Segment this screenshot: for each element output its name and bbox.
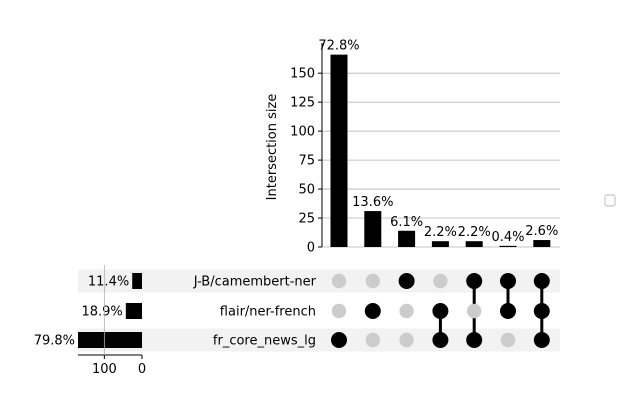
membership-dot-inactive — [365, 332, 380, 348]
membership-dot-active — [500, 303, 516, 319]
y-tick-label: 125 — [290, 96, 315, 111]
set-size-bar — [132, 273, 142, 289]
intersection-pct-label: 13.6% — [352, 195, 393, 210]
membership-dot-inactive — [500, 332, 516, 348]
intersection-bar — [499, 245, 517, 247]
set-size-bar — [125, 303, 142, 319]
intersection-bar — [465, 241, 483, 247]
intersection-bar — [330, 54, 348, 247]
matrix-row-shade — [78, 328, 560, 352]
membership-matrix — [331, 273, 550, 348]
membership-dot-inactive — [467, 303, 482, 319]
set-labels: J-B/camembert-ner flair/ner-french fr_core… — [193, 275, 317, 349]
membership-dot-inactive — [399, 332, 414, 348]
membership-dot-active — [533, 332, 550, 348]
membership-dot-inactive — [399, 303, 414, 319]
membership-dot-active — [398, 273, 415, 289]
set-size-bars: 11.4% 18.9% 79.8% 100 0 — [34, 265, 146, 377]
legend-checkbox-icon — [604, 194, 616, 207]
membership-dot-inactive — [331, 273, 347, 289]
membership-dot-active — [533, 303, 550, 319]
set-name-label: flair/ner-french — [220, 305, 316, 320]
set-size-tick-label: 0 — [138, 362, 146, 377]
intersection-bar — [431, 241, 449, 247]
y-axis-label: Intersection size — [265, 94, 280, 201]
membership-dot-active — [364, 303, 381, 319]
intersection-bar — [364, 211, 382, 247]
set-name-label: J-B/camembert-ner — [193, 275, 317, 290]
y-axis: 0 25 50 75 100 125 150 — [290, 43, 323, 256]
membership-dot-inactive — [433, 273, 448, 289]
y-tick-label: 50 — [298, 183, 315, 198]
intersection-bar — [533, 240, 551, 247]
y-tick-label: 100 — [290, 125, 315, 140]
grid-lines — [322, 72, 560, 248]
membership-dot-active — [331, 332, 347, 348]
intersection-pct-label: 6.1% — [390, 215, 423, 230]
set-size-bar — [78, 332, 142, 348]
membership-dot-active — [466, 332, 483, 348]
intersection-pct-label: 2.2% — [458, 225, 491, 240]
intersection-pct-label: 72.8% — [318, 39, 359, 54]
set-size-tick-label: 100 — [92, 362, 117, 377]
membership-dot-inactive — [331, 303, 347, 319]
membership-dot-inactive — [365, 273, 380, 289]
set-size-pct-label: 11.4% — [88, 275, 129, 290]
membership-dot-active — [533, 273, 550, 289]
membership-dot-active — [432, 332, 449, 348]
set-size-pct-label: 79.8% — [34, 334, 75, 349]
membership-dot-active — [466, 273, 483, 289]
intersection-bar — [398, 230, 416, 247]
set-size-pct-label: 18.9% — [81, 305, 122, 320]
matrix-background — [78, 269, 560, 352]
y-tick-label: 150 — [290, 67, 315, 82]
membership-dot-active — [432, 303, 449, 319]
y-tick-label: 25 — [298, 212, 315, 227]
membership-dot-active — [500, 273, 516, 289]
y-tick-label: 75 — [298, 154, 315, 169]
intersection-pct-label: 0.4% — [491, 230, 524, 245]
matrix-row-shade — [78, 269, 560, 293]
set-name-label: fr_core_news_lg — [213, 334, 316, 349]
y-tick-label: 0 — [307, 241, 315, 256]
intersection-bars: 72.8%13.6%6.1%2.2% 2.2% 0.4% 2.6% — [318, 39, 558, 247]
intersection-pct-label: 2.2% — [424, 225, 457, 240]
intersection-pct-label: 2.6% — [525, 224, 558, 239]
